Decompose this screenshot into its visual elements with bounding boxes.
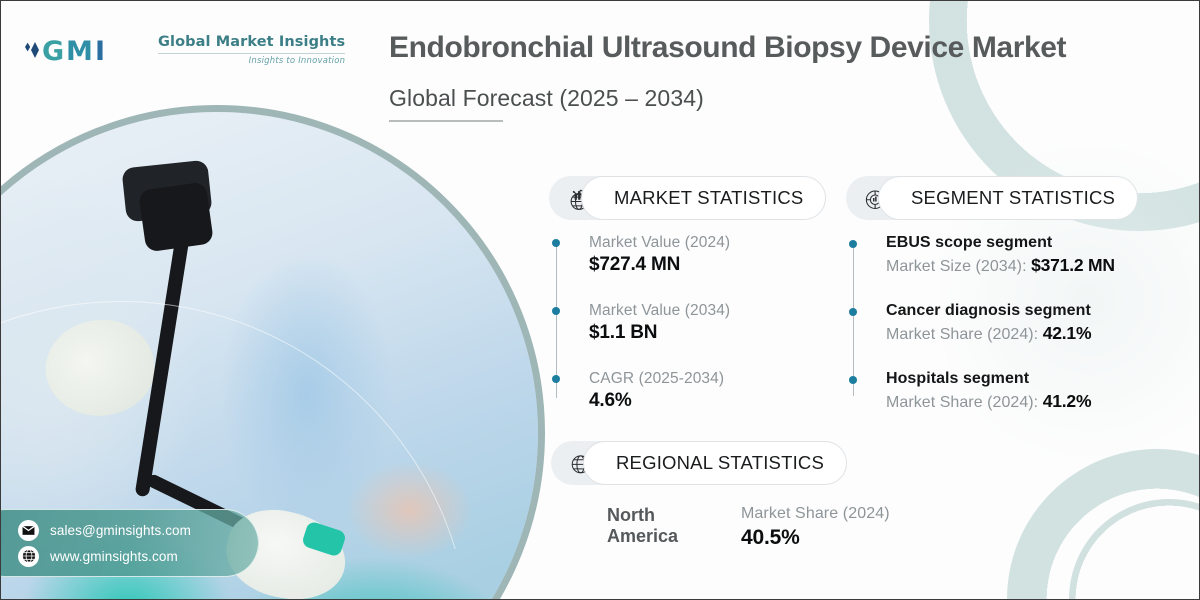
logo-divider bbox=[158, 53, 346, 54]
segment-stat-title: EBUS scope segment bbox=[886, 234, 1053, 251]
segment-stat-metric: Market Share (2024): 42.1% bbox=[886, 323, 1166, 344]
market-spine bbox=[556, 243, 558, 398]
page-title: Endobronchial Ultrasound Biopsy Device M… bbox=[389, 31, 1067, 64]
svg-text:I: I bbox=[95, 36, 105, 67]
segment-stat-metric: Market Size (2034): $371.2 MN bbox=[886, 255, 1166, 276]
segment-stat-value: $371.2 MN bbox=[1031, 255, 1115, 275]
globe-icon bbox=[18, 545, 39, 567]
market-statistics-header: MARKET STATISTICS bbox=[549, 176, 829, 220]
page-subtitle: Global Forecast (2025 – 2034) bbox=[389, 85, 704, 111]
contact-panel: sales@gminsights.com www.gminsights.com bbox=[1, 509, 259, 577]
segment-stat-metric-label: Market Share (2024): bbox=[886, 394, 1043, 411]
regional-statistics-title: REGIONAL STATISTICS bbox=[583, 441, 848, 485]
segment-stat-item: Hospitals segment Market Share (2024): 4… bbox=[849, 370, 1166, 412]
market-stat-value: $1.1 BN bbox=[589, 322, 658, 343]
bullet-dot bbox=[849, 376, 857, 384]
segment-statistics-panel: SEGMENT STATISTICS EBUS scope segment Ma… bbox=[846, 176, 1166, 412]
market-statistics-list: Market Value (2024) $727.4 MN Market Val… bbox=[549, 234, 829, 412]
segment-stat-title: Hospitals segment bbox=[886, 370, 1030, 387]
regional-statistics-header: REGIONAL STATISTICS bbox=[551, 441, 971, 485]
market-statistics-title: MARKET STATISTICS bbox=[581, 176, 827, 220]
gmi-logo[interactable]: G M I Global Market Insights Insights to… bbox=[25, 33, 346, 67]
segment-stat-item: EBUS scope segment Market Size (2034): $… bbox=[849, 234, 1166, 276]
contact-website-text: www.gminsights.com bbox=[50, 548, 178, 564]
bullet-dot bbox=[552, 239, 560, 247]
procedure-photo bbox=[1, 105, 545, 599]
regional-statistics-body: North America Market Share (2024) 40.5% bbox=[551, 505, 971, 550]
contact-email-text: sales@gminsights.com bbox=[50, 522, 192, 538]
bullet-dot bbox=[849, 240, 857, 248]
segment-stat-metric-label: Market Share (2024): bbox=[886, 326, 1043, 343]
market-stat-value: 4.6% bbox=[589, 390, 632, 411]
segment-stat-value: 42.1% bbox=[1042, 323, 1092, 343]
svg-text:G: G bbox=[42, 36, 64, 67]
region-share-label: Market Share (2024) bbox=[741, 505, 890, 522]
segment-statistics-title: SEGMENT STATISTICS bbox=[878, 176, 1139, 220]
bullet-dot bbox=[849, 308, 857, 316]
region-share-block: Market Share (2024) 40.5% bbox=[741, 505, 890, 550]
gmi-logo-text: Global Market Insights Insights to Innov… bbox=[158, 34, 346, 66]
market-stat-item: CAGR (2025-2034) 4.6% bbox=[552, 370, 829, 412]
decorative-arc-bottom-right-2 bbox=[1069, 499, 1199, 599]
bullet-dot bbox=[552, 307, 560, 315]
gmi-diamonds-logo: G M I bbox=[25, 36, 105, 67]
segment-stat-metric-label: Market Size (2034): bbox=[886, 258, 1032, 275]
segment-statistics-list: EBUS scope segment Market Size (2034): $… bbox=[846, 234, 1166, 412]
photo-glove-left bbox=[34, 306, 166, 430]
contact-email-row[interactable]: sales@gminsights.com bbox=[18, 519, 258, 541]
brand-name: Global Market Insights bbox=[158, 34, 346, 50]
market-stat-label: Market Value (2024) bbox=[589, 234, 731, 251]
bullet-dot bbox=[552, 375, 560, 383]
regional-statistics-panel: REGIONAL STATISTICS North America Market… bbox=[551, 441, 971, 550]
region-label: North America bbox=[607, 505, 679, 547]
segment-stat-value: 41.2% bbox=[1042, 391, 1092, 411]
brand-tagline: Insights to Innovation bbox=[248, 56, 346, 66]
market-stat-value: $727.4 MN bbox=[589, 254, 681, 275]
segment-statistics-header: SEGMENT STATISTICS bbox=[846, 176, 1166, 220]
market-stat-item: Market Value (2034) $1.1 BN bbox=[552, 302, 829, 344]
market-statistics-panel: MARKET STATISTICS Market Value (2024) $7… bbox=[549, 176, 829, 412]
market-stat-item: Market Value (2024) $727.4 MN bbox=[552, 234, 829, 276]
segment-stat-item: Cancer diagnosis segment Market Share (2… bbox=[849, 302, 1166, 344]
contact-website-row[interactable]: www.gminsights.com bbox=[18, 545, 258, 567]
envelope-icon bbox=[18, 519, 39, 541]
segment-spine bbox=[853, 244, 855, 396]
region-share-value: 40.5% bbox=[741, 526, 800, 549]
segment-stat-title: Cancer diagnosis segment bbox=[886, 302, 1091, 319]
market-stat-label: CAGR (2025-2034) bbox=[589, 370, 725, 387]
market-stat-label: Market Value (2034) bbox=[589, 302, 731, 319]
subtitle-divider bbox=[389, 120, 503, 122]
svg-text:M: M bbox=[66, 36, 93, 67]
segment-stat-metric: Market Share (2024): 41.2% bbox=[886, 391, 1166, 412]
